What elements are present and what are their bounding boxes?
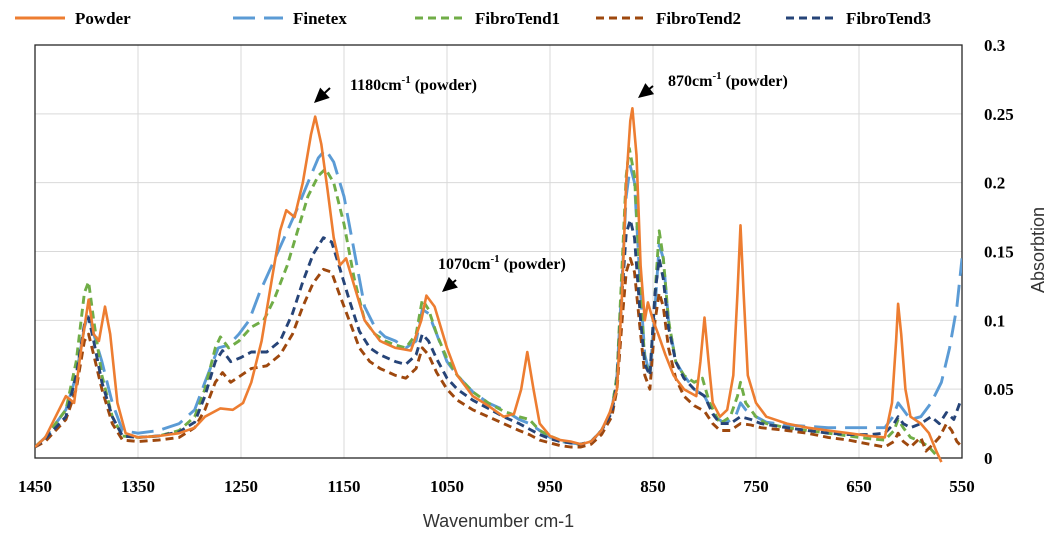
legend-label: Finetex [293, 9, 347, 28]
x-tick-labels: 1450 1350 1250 1150 1050 950 850 750 650 550 [18, 477, 975, 496]
y-axis-label: Absorbtion [1028, 207, 1048, 293]
y-tick-label: 0.25 [984, 105, 1014, 124]
annotations: 1180cm-1 (powder) 870cm-1 (powder) 1070cm-… [314, 70, 788, 292]
y-tick-label: 0.15 [984, 243, 1014, 262]
x-tick-label: 1250 [224, 477, 258, 496]
y-tick-label: 0.05 [984, 380, 1014, 399]
legend-label: FibroTend1 [475, 9, 560, 28]
annotation-arrow-head [314, 87, 330, 103]
annotation-label: 1180cm-1 (powder) [350, 74, 477, 94]
legend: Powder Finetex FibroTend1 FibroTend2 FibroTe… [15, 9, 931, 28]
x-tick-label: 550 [949, 477, 975, 496]
y-tick-label: 0.3 [984, 36, 1005, 55]
x-tick-label: 1450 [18, 477, 52, 496]
x-tick-label: 1350 [121, 477, 155, 496]
series-line-fibrotend2 [35, 256, 962, 453]
legend-label: FibroTend3 [846, 9, 931, 28]
x-tick-label: 850 [640, 477, 666, 496]
annotation-label: 870cm-1 (powder) [668, 70, 788, 90]
series-line-powder [35, 107, 943, 463]
annotation-arrow-head [442, 276, 458, 292]
y-tick-label: 0 [984, 449, 993, 468]
legend-label: Powder [75, 9, 131, 28]
plot-frame [34, 44, 963, 459]
grid-lines [34, 44, 963, 459]
x-axis-label: Wavenumber cm-1 [423, 511, 574, 531]
legend-label: FibroTend2 [656, 9, 741, 28]
annotation-arrow-head [638, 83, 655, 98]
annotation-label: 1070cm-1 (powder) [438, 253, 566, 273]
x-tick-label: 1050 [430, 477, 464, 496]
y-tick-label: 0.2 [984, 174, 1005, 193]
series-line-fibrotend3 [35, 218, 962, 449]
series-line-finetex [35, 148, 962, 449]
x-tick-label: 950 [537, 477, 563, 496]
series-layer [35, 107, 962, 463]
y-tick-labels: 0 0.05 0.1 0.15 0.2 0.25 0.3 [984, 36, 1014, 468]
x-tick-label: 1150 [327, 477, 360, 496]
x-tick-label: 650 [846, 477, 872, 496]
series-line-fibrotend1 [35, 146, 938, 457]
y-tick-label: 0.1 [984, 311, 1005, 330]
x-tick-label: 750 [743, 477, 769, 496]
